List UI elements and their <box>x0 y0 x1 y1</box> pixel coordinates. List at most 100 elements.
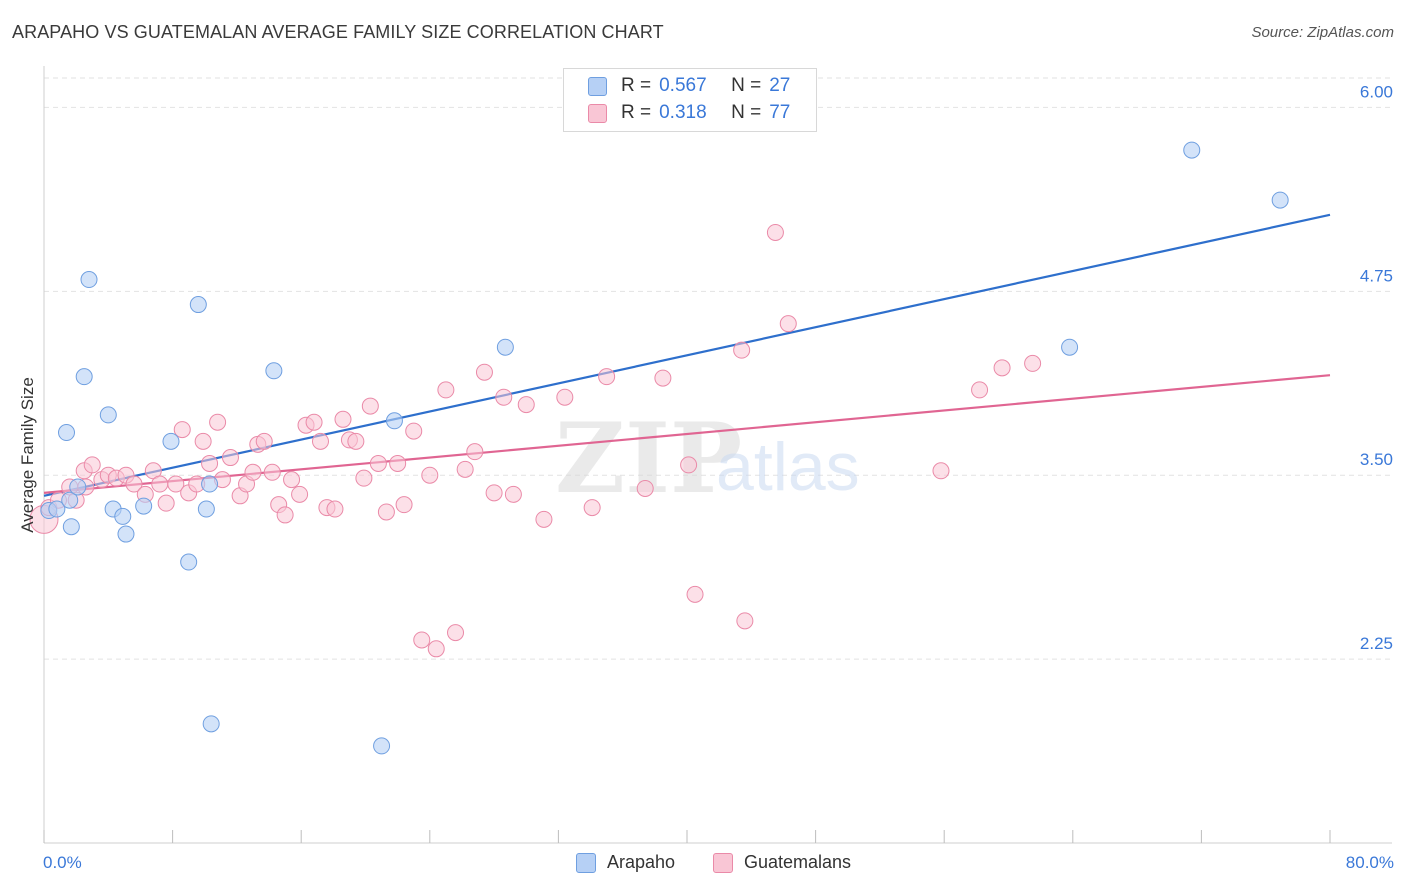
guatemalans-point <box>125 475 143 493</box>
guatemalans-point <box>201 454 219 472</box>
n-label: N = <box>731 102 762 123</box>
y-tick-label: 2.25 <box>1360 634 1393 653</box>
guatemalans-point <box>334 410 352 428</box>
guatemalans-point <box>83 456 101 474</box>
n-label: N = <box>731 75 762 96</box>
guatemalans-point <box>504 485 522 503</box>
arapaho-n-value: 27 <box>769 75 791 96</box>
x-tick-label-min: 0.0% <box>43 853 82 872</box>
guatemalans-point <box>733 341 751 359</box>
arapaho-point <box>1271 191 1289 209</box>
arapaho-point <box>197 500 215 518</box>
legend-label-guatemalans: Guatemalans <box>744 852 852 872</box>
guatemalans-point <box>598 368 616 386</box>
guatemalans-point <box>437 381 455 399</box>
guatemalans-point <box>654 369 672 387</box>
legend-item-guatemalans[interactable]: Guatemalans <box>713 852 851 873</box>
arapaho-point <box>373 737 391 755</box>
guatemalans-point <box>485 484 503 502</box>
arapaho-point <box>61 491 79 509</box>
correlation-legend: R = 0.567 N = 27 R = 0.318 N = 77 <box>563 68 817 132</box>
guatemalans-point <box>405 422 423 440</box>
guatemalans-n-value: 77 <box>769 102 791 123</box>
y-tick-labels: 2.25 3.50 4.75 6.00 <box>1360 82 1393 653</box>
guatemalans-point <box>686 585 704 603</box>
guatemalans-point <box>263 463 281 481</box>
arapaho-point <box>58 424 76 442</box>
guatemalans-point <box>517 396 535 414</box>
guatemalans-point <box>971 381 989 399</box>
guatemalans-point <box>736 612 754 630</box>
guatemalans-point <box>221 449 239 467</box>
guatemalans-point <box>151 475 169 493</box>
guatemalans-point <box>535 510 553 528</box>
chart-title: ARAPAHO VS GUATEMALAN AVERAGE FAMILY SIZ… <box>12 22 664 42</box>
arapaho-point <box>135 497 153 515</box>
r-label: R = <box>621 75 652 96</box>
guatemalans-point <box>556 388 574 406</box>
legend-row-arapaho: R = 0.567 N = 27 <box>588 74 790 98</box>
guatemalans-point <box>466 443 484 461</box>
legend-row-guatemalans: R = 0.318 N = 77 <box>588 101 790 125</box>
guatemalans-point <box>932 462 950 480</box>
guatemalans-point <box>173 421 191 439</box>
guatemalans-point <box>194 432 212 450</box>
guatemalans-point <box>495 388 513 406</box>
guatemalans-point <box>283 471 301 489</box>
legend-label-arapaho: Arapaho <box>607 852 676 872</box>
guatemalans-point <box>395 496 413 514</box>
arapaho-swatch <box>576 852 596 873</box>
guatemalans-point <box>779 315 797 333</box>
guatemalans-point <box>636 479 654 497</box>
arapaho-points <box>40 141 1289 755</box>
x-tick-label-max: 80.0% <box>1345 853 1394 872</box>
guatemalans-point <box>355 469 373 487</box>
guatemalans-point <box>255 432 273 450</box>
arapaho-point <box>62 518 80 536</box>
r-label: R = <box>621 102 652 123</box>
guatemalans-point <box>209 413 227 431</box>
guatemalans-point <box>475 363 493 381</box>
y-tick-label: 4.75 <box>1360 266 1393 285</box>
guatemalans-point <box>377 503 395 521</box>
arapaho-point <box>99 406 117 424</box>
guatemalans-point <box>305 413 323 431</box>
guatemalans-point <box>447 624 465 642</box>
arapaho-point <box>1061 338 1079 356</box>
arapaho-point <box>69 478 87 496</box>
arapaho-point <box>265 362 283 380</box>
source-label: Source: ZipAtlas.com <box>1251 24 1394 41</box>
guatemalans-point <box>583 499 601 517</box>
y-axis-label: Average Family Size <box>18 377 37 533</box>
watermark-zip: ZIP <box>555 402 742 515</box>
guatemalans-point <box>369 454 387 472</box>
arapaho-point <box>117 525 135 543</box>
arapaho-point <box>80 271 98 289</box>
axes <box>43 66 1392 844</box>
arapaho-point <box>385 412 403 430</box>
arapaho-point <box>189 296 207 314</box>
guatemalans-point <box>326 500 344 518</box>
guatemalans-point <box>456 460 474 478</box>
guatemalans-point <box>766 223 784 241</box>
guatemalans-points <box>29 223 1042 658</box>
y-tick-label: 6.00 <box>1360 82 1393 101</box>
arapaho-point <box>48 500 66 518</box>
guatemalans-swatch <box>713 852 733 873</box>
guatemalans-point <box>347 432 365 450</box>
guatemalans-point <box>1024 354 1042 372</box>
guatemalans-point <box>680 456 698 474</box>
arapaho-point <box>75 368 93 386</box>
guatemalans-point <box>157 494 175 512</box>
arapaho-swatch <box>588 76 607 96</box>
guatemalans-r-value: 0.318 <box>659 102 707 123</box>
guatemalans-point <box>244 463 262 481</box>
guatemalans-point <box>311 432 329 450</box>
arapaho-point <box>114 507 132 525</box>
guatemalans-point <box>167 475 185 493</box>
guatemalans-point <box>291 485 309 503</box>
guatemalans-point <box>421 466 439 484</box>
legend-item-arapaho[interactable]: Arapaho <box>576 852 675 873</box>
guatemalans-point <box>276 506 294 524</box>
